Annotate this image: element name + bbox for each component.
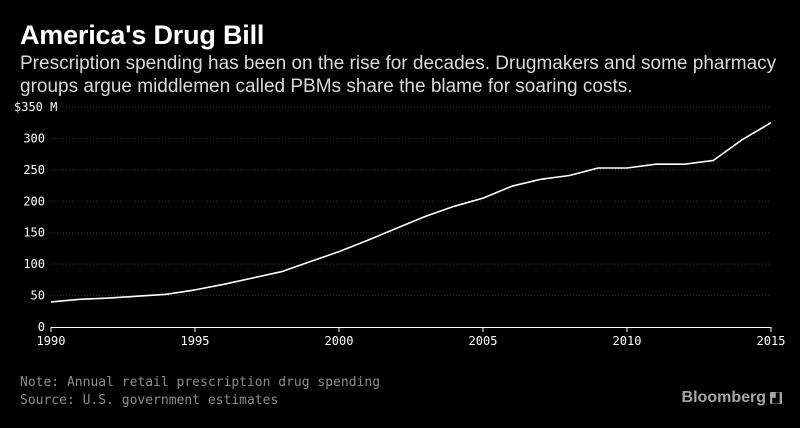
y-tick-label: 50 [31, 289, 45, 303]
series-line [50, 122, 772, 303]
y-tick-label: 0 [38, 320, 45, 334]
x-tick-label: 1990 [37, 334, 66, 348]
x-tick-label: 2010 [613, 334, 642, 348]
note-text: Note: Annual retail prescription drug sp… [20, 375, 381, 390]
brand-logo: Bloomberg ▟ [682, 389, 782, 407]
y-tick-label: 100 [23, 257, 45, 271]
y-tick-label: 150 [23, 226, 45, 240]
y-tick-label: $350 M [14, 100, 57, 114]
brand-name: Bloomberg [681, 389, 766, 406]
chart-title: America's Drug Bill [20, 20, 265, 50]
x-tick-label: 2000 [325, 334, 354, 348]
x-tick-label: 1995 [181, 334, 210, 348]
y-tick-label: 250 [23, 163, 45, 177]
y-tick-label: 300 [23, 131, 45, 145]
y-tick-label: 200 [23, 194, 45, 208]
bloomberg-logo-icon: ▟ [770, 392, 782, 404]
chart-subtitle: Prescription spending has been on the ri… [20, 53, 777, 97]
x-tick-label: 2005 [469, 334, 498, 348]
chart-footnote: Note: Annual retail prescription drug sp… [20, 374, 380, 410]
x-tick-label: 2015 [757, 334, 786, 348]
source-text: Source: U.S. government estimates [20, 393, 279, 408]
